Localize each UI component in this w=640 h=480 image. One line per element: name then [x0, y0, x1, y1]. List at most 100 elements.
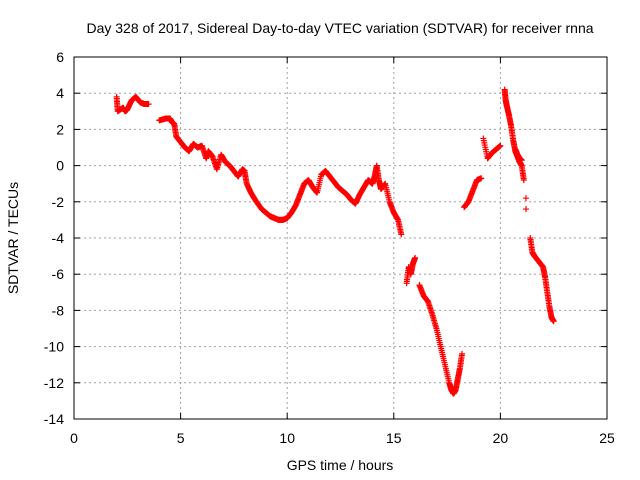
data-point — [502, 97, 509, 104]
data-point — [501, 86, 508, 93]
data-point — [360, 184, 367, 191]
data-point — [497, 142, 504, 149]
data-point — [137, 99, 144, 106]
data-point — [322, 168, 329, 175]
data-point — [331, 178, 338, 185]
data-point — [493, 146, 500, 153]
data-point — [437, 343, 444, 350]
data-point — [352, 200, 359, 207]
data-point — [386, 198, 393, 205]
data-point — [114, 108, 121, 115]
y-tick-label: -4 — [52, 230, 65, 246]
data-point — [326, 173, 333, 180]
y-tick-label: -14 — [44, 411, 64, 427]
data-point — [510, 137, 517, 144]
data-point — [544, 289, 551, 296]
x-tick-label: 15 — [386, 430, 402, 446]
y-tick-label: -8 — [52, 302, 65, 318]
data-point — [412, 254, 419, 261]
data-point — [441, 361, 448, 368]
data-point — [508, 122, 515, 129]
data-point — [416, 282, 423, 289]
y-tick-label: 0 — [56, 158, 64, 174]
data-point — [503, 102, 510, 109]
data-point — [395, 216, 402, 223]
data-point — [194, 144, 201, 151]
data-point — [369, 180, 376, 187]
data-point — [177, 139, 184, 146]
y-tick-label: -10 — [44, 339, 64, 355]
data-point — [542, 274, 549, 281]
y-tick-label: -12 — [44, 375, 64, 391]
data-point — [505, 111, 512, 118]
data-point — [403, 280, 410, 287]
plot-frame — [73, 56, 608, 420]
data-point — [550, 318, 557, 325]
data-point — [113, 93, 120, 100]
data-point — [198, 142, 205, 149]
x-tick-label: 5 — [177, 430, 185, 446]
data-point — [488, 149, 495, 156]
data-points — [113, 86, 557, 397]
data-point — [452, 387, 459, 394]
y-axis-label: SDTVAR / TECUs — [5, 182, 21, 294]
y-tick-label: 2 — [56, 121, 64, 137]
data-point — [390, 209, 397, 216]
data-point — [529, 249, 536, 256]
data-point — [262, 209, 269, 216]
data-point — [514, 151, 521, 158]
data-point — [235, 173, 242, 180]
data-point — [292, 202, 299, 209]
x-tick-label: 0 — [70, 430, 78, 446]
data-point — [243, 180, 250, 187]
data-point — [166, 115, 173, 122]
data-point — [518, 162, 525, 169]
data-point — [446, 379, 453, 386]
data-point — [241, 168, 248, 175]
y-tick-label: -6 — [52, 266, 65, 282]
data-point — [267, 213, 274, 220]
data-point — [373, 162, 380, 169]
data-point — [271, 215, 278, 222]
data-point — [473, 177, 480, 184]
data-point — [222, 158, 229, 165]
data-point — [173, 133, 180, 140]
data-point — [465, 198, 472, 205]
data-point — [456, 365, 463, 372]
data-point — [124, 106, 131, 113]
data-point — [378, 186, 385, 193]
data-point — [309, 184, 316, 191]
data-point — [469, 187, 476, 194]
data-point — [531, 253, 538, 260]
data-point — [314, 189, 321, 196]
data-point — [132, 93, 139, 100]
data-point — [318, 171, 325, 178]
data-point — [209, 153, 216, 160]
x-axis-label: GPS time / hours — [287, 457, 394, 473]
data-point — [226, 162, 233, 169]
x-tick-label: 10 — [279, 430, 295, 446]
data-point — [186, 148, 193, 155]
data-point — [522, 206, 529, 213]
grid-lines — [74, 57, 607, 419]
x-tick-label: 20 — [493, 430, 509, 446]
data-point — [305, 177, 312, 184]
x-tick-label: 25 — [599, 430, 615, 446]
data-point — [190, 140, 197, 147]
data-point — [540, 263, 547, 270]
data-point — [520, 177, 527, 184]
data-point — [461, 204, 468, 211]
data-point — [284, 215, 291, 222]
data-point — [171, 120, 178, 127]
data-point — [478, 175, 485, 182]
data-point — [301, 180, 308, 187]
y-tick-label: -2 — [52, 194, 65, 210]
data-point — [181, 144, 188, 151]
data-point — [348, 196, 355, 203]
data-point — [409, 260, 416, 267]
data-point — [398, 231, 405, 238]
data-point — [375, 177, 382, 184]
data-point — [480, 135, 487, 142]
data-point — [405, 263, 412, 270]
